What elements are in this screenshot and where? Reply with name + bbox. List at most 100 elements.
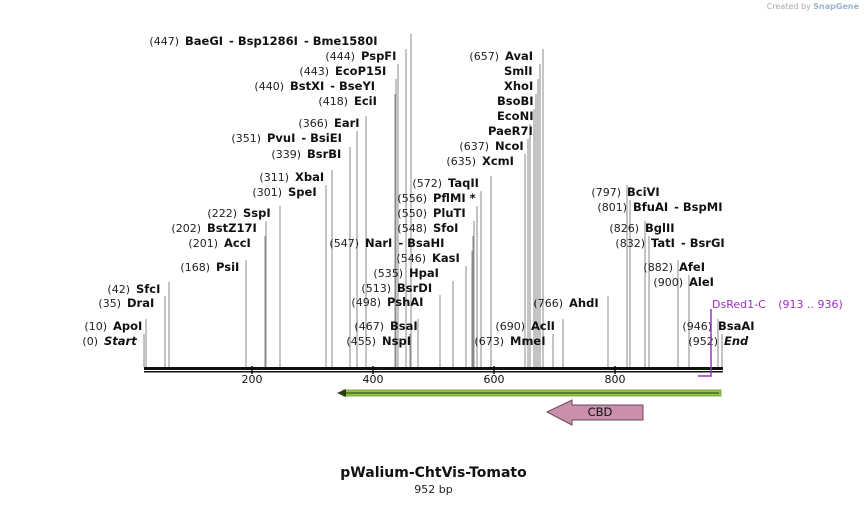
dsred-feature[interactable]: DsRed1-C (913 .. 936) bbox=[698, 298, 843, 377]
site-name: XbaI bbox=[295, 170, 324, 184]
site-spei[interactable]: (301) SpeI bbox=[252, 185, 316, 199]
cbd-feature[interactable]: CBD bbox=[545, 399, 644, 426]
site-paer7i[interactable]: PaeR7I bbox=[488, 124, 533, 138]
site-name: PaeR7I bbox=[488, 124, 533, 138]
site-baegi[interactable]: (447) BaeGI - Bsp1286I - Bme1580I bbox=[149, 34, 377, 48]
site-position: (498) bbox=[351, 296, 381, 309]
site-name: BsoBI bbox=[497, 94, 534, 108]
site-name-alt: BspMI bbox=[683, 200, 723, 214]
site-bstz17i[interactable]: (202) BstZ17I bbox=[171, 221, 256, 235]
site-position: (10) bbox=[84, 320, 107, 333]
site-bsrdi[interactable]: (513) BsrDI bbox=[361, 281, 432, 295]
site-avai[interactable]: (657) AvaI bbox=[469, 49, 533, 63]
site-position: (351) bbox=[231, 132, 261, 145]
plasmid-title: pWalium-ChtVis-Tomato bbox=[340, 465, 527, 481]
site-ecop15i[interactable]: (443) EcoP15I bbox=[299, 64, 386, 78]
site-position: (443) bbox=[299, 65, 329, 78]
site-start[interactable]: (0) Start bbox=[82, 334, 137, 348]
site-alei[interactable]: (900) AleI bbox=[653, 275, 714, 289]
site-bcivi[interactable]: (797) BciVI bbox=[591, 185, 659, 199]
plasmid-map: (0) Start(10) ApoI (35) DraI(42) SfcI (168) Psi… bbox=[82, 34, 843, 426]
site-name: End bbox=[724, 334, 749, 348]
site-position: (546) bbox=[396, 252, 426, 265]
credit-prefix: Created by bbox=[766, 2, 811, 11]
site-bsobi[interactable]: BsoBI bbox=[497, 94, 534, 108]
site-afei[interactable]: (882) AfeI bbox=[643, 260, 705, 274]
site-name: BsrBI bbox=[307, 147, 341, 161]
cbd-label: CBD bbox=[588, 405, 613, 419]
site-kasi[interactable]: (546) KasI bbox=[396, 251, 459, 265]
site-bglii[interactable]: (826) BglII bbox=[609, 221, 674, 235]
site-position: (637) bbox=[459, 140, 489, 153]
title-block: pWalium-ChtVis-Tomato 952 bp bbox=[0, 465, 867, 496]
site-drai[interactable]: (35) DraI bbox=[98, 296, 154, 310]
site-name: AleI bbox=[689, 275, 714, 289]
plasmid-length: 952 bp bbox=[414, 483, 453, 496]
site-position: (366) bbox=[298, 117, 328, 130]
snapgene-credit: Created by SnapGene bbox=[767, 2, 859, 11]
site-acci[interactable]: (201) AccI bbox=[188, 236, 250, 250]
site-pflmi[interactable]: (556) PflMI * bbox=[397, 191, 475, 205]
site-xbai[interactable]: (311) XbaI bbox=[259, 170, 324, 184]
site-position: (797) bbox=[591, 186, 621, 199]
site-sfoi[interactable]: (548) SfoI bbox=[397, 221, 458, 235]
site-end[interactable]: (952) End bbox=[688, 334, 749, 348]
site-sspi[interactable]: (222) SspI bbox=[207, 206, 270, 220]
site-sfci[interactable]: (42) SfcI bbox=[107, 282, 160, 296]
site-name: EarI bbox=[334, 116, 360, 130]
site-position: (657) bbox=[469, 50, 499, 63]
site-position: (301) bbox=[252, 186, 282, 199]
site-acli[interactable]: (690) AclI bbox=[495, 319, 555, 333]
site-pluti[interactable]: (550) PluTI bbox=[397, 206, 465, 220]
site-name: PsiI bbox=[216, 260, 239, 274]
site-name: SpeI bbox=[288, 185, 317, 199]
site-bsai[interactable]: (467) BsaI bbox=[354, 319, 417, 333]
site-nari[interactable]: (547) NarI - BsaHI bbox=[329, 236, 444, 250]
site-name: EcoP15I bbox=[335, 64, 386, 78]
site-pvui[interactable]: (351) PvuI - BsiEI bbox=[231, 131, 341, 145]
site-position: (35) bbox=[98, 297, 121, 310]
site-bsrbi[interactable]: (339) BsrBI bbox=[271, 147, 341, 161]
site-position: (952) bbox=[688, 335, 718, 348]
site-name: SfoI bbox=[433, 221, 458, 235]
site-tati[interactable]: (832) TatI - BsrGI bbox=[615, 236, 724, 250]
site-position: (222) bbox=[207, 207, 237, 220]
site-position: (440) bbox=[254, 80, 284, 93]
site-pspfi[interactable]: (444) PspFI bbox=[325, 49, 396, 63]
site-hpai[interactable]: (535) HpaI bbox=[373, 266, 439, 280]
site-name: PspFI bbox=[361, 49, 396, 63]
site-position: (455) bbox=[346, 335, 376, 348]
site-ahdi[interactable]: (766) AhdI bbox=[533, 296, 598, 310]
site-bsaai[interactable]: (946) BsaAI bbox=[682, 319, 754, 333]
site-name: XhoI bbox=[504, 79, 533, 93]
ruler-bottom-strand bbox=[144, 371, 723, 373]
site-xhoi[interactable]: XhoI bbox=[504, 79, 533, 93]
site-ncoi[interactable]: (637) NcoI bbox=[459, 139, 523, 153]
site-name-alt: BsiEI bbox=[310, 131, 342, 145]
site-ecii[interactable]: (418) EciI bbox=[318, 94, 377, 108]
site-name-alt: Bme1580I bbox=[313, 34, 378, 48]
site-taqii[interactable]: (572) TaqII bbox=[412, 176, 479, 190]
site-xcmi[interactable]: (635) XcmI bbox=[446, 154, 514, 168]
site-name: AvaI bbox=[505, 49, 533, 63]
site-position: (572) bbox=[412, 177, 442, 190]
tick-label-400: 400 bbox=[363, 373, 384, 386]
site-position: (418) bbox=[318, 95, 348, 108]
site-smli[interactable]: SmlI bbox=[504, 64, 533, 78]
site-bstxi[interactable]: (440) BstXI - BseYI bbox=[254, 79, 375, 93]
site-bfuai[interactable]: (801) BfuAI - BspMI bbox=[597, 200, 722, 214]
site-eari[interactable]: (366) EarI bbox=[298, 116, 359, 130]
site-mmei[interactable]: (673) MmeI bbox=[474, 334, 545, 348]
snapgene-logo: SnapGene bbox=[813, 2, 859, 11]
site-position: (0) bbox=[82, 335, 98, 348]
site-name: PluTI bbox=[433, 206, 466, 220]
site-leaders bbox=[143, 34, 723, 367]
site-name: BciVI bbox=[627, 185, 660, 199]
site-nspi[interactable]: (455) NspI bbox=[346, 334, 411, 348]
orf-arrow-feature[interactable] bbox=[337, 389, 722, 397]
site-econi[interactable]: EcoNI bbox=[497, 109, 533, 123]
site-position: (444) bbox=[325, 50, 355, 63]
site-apoi[interactable]: (10) ApoI bbox=[84, 319, 142, 333]
site-psii[interactable]: (168) PsiI bbox=[180, 260, 239, 274]
site-pshai[interactable]: (498) PshAI bbox=[351, 295, 423, 309]
